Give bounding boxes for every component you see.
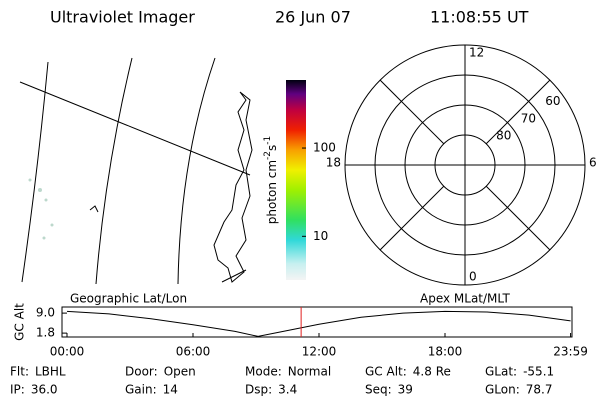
info-label: Gain:	[125, 383, 157, 397]
time: 11:08:55 UT	[430, 8, 529, 27]
colorbar-tick-label: 10	[313, 229, 328, 243]
y-label: GC Alt	[13, 303, 27, 341]
mlt-label: 18	[326, 156, 341, 170]
spoke	[485, 185, 551, 251]
spoke	[379, 79, 445, 145]
right-title: Apex MLat/MLT	[420, 292, 510, 306]
map-emission	[28, 178, 54, 240]
x-tick-label: 23:59	[553, 345, 588, 359]
spoke	[485, 79, 551, 145]
lat-label: 80	[496, 129, 511, 143]
colorbar	[286, 80, 306, 280]
info-label: Door:	[125, 365, 158, 379]
info-label: IP:	[10, 383, 25, 397]
info-value: Normal	[288, 365, 331, 379]
y-tick-label: 9.0	[36, 306, 55, 320]
info-value: Open	[164, 365, 196, 379]
colorbar-tick-label: 100	[313, 141, 336, 155]
spoke	[379, 185, 445, 251]
info-label: GLon:	[485, 383, 520, 397]
info-value: 36.0	[31, 383, 58, 397]
left-title: Geographic Lat/Lon	[70, 292, 187, 306]
x-tick-label: 06:00	[176, 345, 211, 359]
info-label: GC Alt:	[365, 365, 407, 379]
info-label: Mode:	[245, 365, 282, 379]
info-label: Seq:	[365, 383, 392, 397]
x-tick-label: 00:00	[50, 345, 85, 359]
mlt-label: 12	[469, 46, 484, 60]
info-value: -55.1	[523, 365, 554, 379]
mlt-label: 6	[589, 156, 597, 170]
info-label: GLat:	[485, 365, 517, 379]
info-value: 14	[163, 383, 178, 397]
y-tick-label: 1.8	[36, 326, 55, 340]
x-tick-label: 18:00	[428, 345, 463, 359]
lat-label: 70	[521, 111, 536, 125]
altitude-frame	[61, 306, 573, 338]
info-label: Flt:	[10, 365, 29, 379]
info-label: Dsp:	[245, 383, 272, 397]
map	[19, 57, 253, 285]
info-value: 39	[398, 383, 413, 397]
lat-label: 60	[545, 94, 560, 108]
info-value: LBHL	[35, 365, 66, 379]
info-value: 3.4	[278, 383, 297, 397]
date: 26 Jun 07	[275, 8, 351, 27]
x-tick-label: 12:00	[302, 345, 337, 359]
info-value: 4.8 Re	[413, 365, 451, 379]
info-value: 78.7	[526, 383, 553, 397]
colorbar-label: photon cm-2s-1	[263, 136, 279, 225]
title: Ultraviolet Imager	[50, 8, 195, 27]
altitude-curve	[66, 310, 571, 337]
mlt-label: 0	[469, 270, 477, 284]
